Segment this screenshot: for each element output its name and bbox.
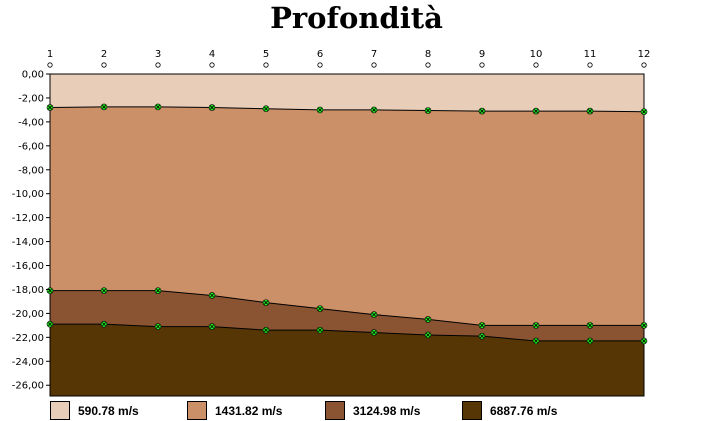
y-tick-label: -4,00 (18, 117, 44, 128)
legend-label: 6887.76 m/s (490, 404, 558, 418)
receiver-marker (533, 62, 539, 68)
interface-line-3 (50, 323, 644, 342)
interface-point[interactable] (262, 299, 270, 306)
legend-swatch (187, 401, 207, 420)
layer-area-1 (50, 74, 644, 112)
interface-point[interactable] (316, 326, 324, 334)
chart-title: Profondità (270, 1, 443, 35)
x-tick-label: 4 (209, 49, 215, 60)
y-tick-label: -10,00 (12, 189, 44, 200)
legend-swatch (325, 401, 345, 420)
interface-point[interactable] (100, 103, 108, 111)
y-tick-label: -18,00 (12, 285, 44, 296)
receiver-marker (47, 62, 53, 68)
interface-line-2 (50, 290, 644, 326)
y-tick-label: -12,00 (12, 213, 44, 224)
interface-point[interactable] (316, 106, 324, 114)
x-tick-label: 3 (155, 49, 161, 60)
receiver-marker (371, 62, 377, 68)
x-tick-label: 2 (101, 49, 107, 60)
y-tick-label: 0,00 (22, 70, 44, 81)
interface-point[interactable] (640, 108, 648, 116)
legend-label: 3124.98 m/s (353, 404, 421, 418)
interface-point[interactable] (370, 329, 378, 336)
interface-point[interactable] (154, 323, 162, 330)
interface-point[interactable] (316, 305, 324, 312)
interface-point[interactable] (370, 311, 378, 318)
interface-point[interactable] (262, 105, 270, 113)
x-tick-label: 5 (263, 49, 269, 60)
interface-point[interactable] (154, 103, 162, 111)
y-tick-label: -20,00 (12, 309, 44, 320)
interface-point[interactable] (586, 107, 594, 115)
legend-label: 590.78 m/s (78, 404, 139, 418)
interface-point[interactable] (46, 104, 54, 111)
interface-point[interactable] (208, 323, 216, 330)
layer-area-4 (50, 324, 644, 396)
x-tick-label: 8 (425, 49, 431, 60)
y-tick-label: -8,00 (18, 165, 44, 176)
interface-line-1 (49, 106, 645, 113)
y-tick-label: -26,00 (12, 381, 44, 392)
interface-point[interactable] (208, 292, 216, 299)
legend-item: 1431.82 m/s (187, 401, 283, 420)
x-tick-label: 6 (317, 49, 323, 60)
receiver-marker (155, 62, 161, 68)
y-tick-label: -24,00 (12, 357, 44, 368)
legend-label: 1431.82 m/s (215, 404, 283, 418)
interface-point[interactable] (370, 106, 378, 114)
legend-swatch (50, 401, 70, 420)
x-tick-label: 11 (584, 49, 597, 60)
interface-point[interactable] (478, 332, 486, 340)
interface-point[interactable] (100, 320, 108, 328)
interface-point[interactable] (586, 337, 594, 345)
interface-point[interactable] (478, 322, 486, 329)
interface-point[interactable] (100, 287, 108, 294)
interface-point[interactable] (424, 316, 432, 323)
interface-point[interactable] (46, 287, 54, 294)
x-tick-label: 7 (371, 49, 377, 60)
interface-point[interactable] (154, 287, 162, 294)
interface-point[interactable] (424, 331, 432, 339)
y-tick-label: -16,00 (12, 261, 44, 272)
receiver-marker (317, 62, 323, 68)
y-tick-label: -14,00 (12, 237, 44, 248)
receiver-marker (209, 62, 215, 68)
legend-swatch (462, 401, 482, 420)
layer-area-2 (50, 106, 644, 326)
x-tick-label: 12 (638, 49, 651, 60)
interface-point[interactable] (478, 107, 486, 115)
receiver-marker (479, 62, 485, 68)
receiver-marker (101, 62, 107, 68)
receiver-marker (263, 62, 269, 68)
x-tick-label: 1 (47, 49, 53, 60)
receiver-marker (425, 62, 431, 68)
y-tick-label: -22,00 (12, 333, 44, 344)
interface-point[interactable] (532, 337, 540, 345)
legend-item: 3124.98 m/s (325, 401, 421, 420)
y-tick-label: -6,00 (18, 141, 44, 152)
receiver-marker (587, 62, 593, 68)
interface-point[interactable] (532, 107, 540, 115)
interface-point[interactable] (424, 107, 432, 114)
interface-point[interactable] (640, 337, 648, 345)
legend-item: 6887.76 m/s (462, 401, 558, 420)
interface-point[interactable] (532, 322, 540, 329)
interface-point[interactable] (46, 320, 54, 328)
interface-point[interactable] (208, 104, 216, 111)
x-tick-label: 10 (530, 49, 543, 60)
interface-point[interactable] (640, 322, 648, 329)
receiver-marker (641, 62, 647, 68)
x-tick-label: 9 (479, 49, 485, 60)
layer-area-3 (50, 290, 644, 341)
y-tick-label: -2,00 (18, 93, 44, 104)
interface-point[interactable] (586, 322, 594, 329)
interface-point[interactable] (262, 326, 270, 334)
legend-item: 590.78 m/s (50, 401, 139, 420)
plot-frame (49, 73, 645, 397)
